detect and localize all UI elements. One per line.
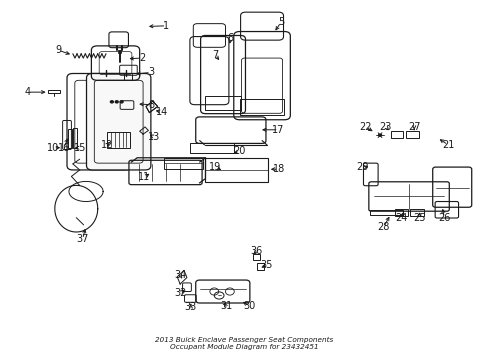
Bar (204, 158, 267, 182)
Text: 24: 24 (394, 213, 407, 222)
Text: 28: 28 (377, 222, 389, 232)
Text: 6: 6 (227, 33, 233, 43)
Text: 23: 23 (379, 122, 391, 132)
Bar (107, 132, 130, 148)
Text: 25: 25 (412, 213, 425, 222)
Text: 35: 35 (260, 260, 272, 270)
Text: 13: 13 (148, 132, 160, 142)
Circle shape (378, 134, 381, 136)
Bar (73, 128, 77, 148)
Bar (253, 254, 260, 260)
Bar (189, 143, 233, 153)
Bar (256, 263, 264, 270)
Text: 14: 14 (155, 107, 167, 117)
Text: 12: 12 (101, 140, 113, 150)
Circle shape (110, 101, 113, 103)
Text: 15: 15 (74, 143, 86, 153)
Text: 1: 1 (163, 21, 169, 31)
Text: 9: 9 (55, 45, 61, 55)
Circle shape (115, 101, 118, 103)
Bar (239, 99, 284, 116)
Text: 2: 2 (139, 53, 145, 63)
Text: 32: 32 (174, 288, 186, 298)
Bar (409, 209, 423, 216)
Text: 2013 Buick Enclave Passenger Seat Components
Occupant Module Diagram for 2343245: 2013 Buick Enclave Passenger Seat Compon… (155, 337, 333, 350)
Text: 34: 34 (174, 270, 186, 280)
Text: 21: 21 (441, 140, 453, 150)
Bar (390, 131, 402, 138)
Text: 5: 5 (277, 17, 284, 27)
Text: 30: 30 (243, 301, 255, 311)
Text: 27: 27 (407, 122, 420, 132)
Bar (118, 50, 121, 53)
Bar (68, 129, 72, 148)
Text: 11: 11 (138, 172, 150, 182)
Text: 26: 26 (437, 213, 449, 222)
Text: 22: 22 (359, 122, 371, 132)
Bar (205, 96, 240, 110)
Text: 17: 17 (272, 125, 284, 135)
Text: 8: 8 (148, 100, 155, 110)
Text: 29: 29 (356, 162, 368, 172)
Bar (406, 131, 418, 138)
Bar (48, 90, 60, 93)
Bar (163, 158, 203, 169)
Text: 19: 19 (209, 162, 221, 172)
Text: 33: 33 (184, 302, 197, 312)
Text: 4: 4 (24, 87, 31, 97)
Text: 7: 7 (212, 50, 218, 60)
Bar (394, 209, 407, 216)
Circle shape (120, 101, 123, 103)
FancyBboxPatch shape (86, 73, 151, 170)
Text: 36: 36 (250, 246, 262, 256)
Text: 10: 10 (47, 143, 60, 153)
Text: 3: 3 (147, 67, 154, 77)
Text: 31: 31 (220, 301, 232, 311)
Bar (369, 210, 403, 215)
Text: 37: 37 (76, 234, 89, 244)
Text: 20: 20 (233, 146, 245, 156)
Text: 18: 18 (272, 164, 284, 174)
Text: 16: 16 (58, 143, 70, 153)
